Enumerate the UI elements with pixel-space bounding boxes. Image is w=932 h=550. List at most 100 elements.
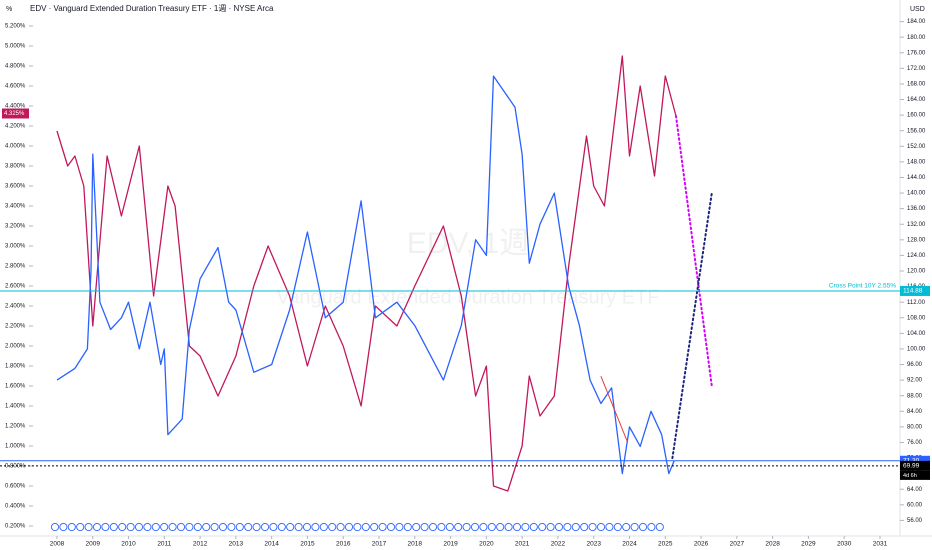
y2-tick-label: 148.00 (907, 159, 926, 165)
price-label-box (900, 285, 930, 296)
event-icon (647, 522, 656, 532)
y2-tick-label: 84.00 (907, 409, 923, 415)
event-icon (638, 522, 648, 532)
right-unit: USD (910, 6, 925, 13)
y2-tick-label: 100.00 (907, 347, 926, 353)
event-icon (462, 522, 471, 532)
event-icon (235, 522, 244, 532)
y2-tick-label: 180.00 (907, 35, 926, 41)
projection-line (671, 192, 713, 460)
y2-tick-label: 120.00 (907, 269, 926, 275)
y-tick-label: 1.200% (5, 424, 26, 430)
event-icon (269, 522, 278, 532)
event-icon (521, 522, 530, 532)
event-icon (328, 522, 337, 532)
x-tick-label: 2028 (765, 541, 780, 548)
event-icon (596, 522, 606, 532)
event-icon (59, 522, 68, 532)
y2-tick-label: 172.00 (907, 66, 926, 72)
event-icon (554, 522, 564, 532)
y-tick-label: 3.200% (5, 224, 26, 230)
y-tick-label: 4.600% (5, 84, 26, 90)
y-tick-label: 2.600% (5, 284, 26, 290)
event-icon (454, 522, 463, 532)
event-icon (353, 522, 362, 532)
event-icon (470, 522, 480, 532)
y-tick-label: 3.600% (5, 184, 26, 190)
y-tick-label: 0.600% (5, 484, 26, 490)
event-icon (479, 522, 488, 532)
y-tick-label: 3.400% (5, 204, 26, 210)
event-icon (428, 522, 438, 532)
y2-tick-label: 60.00 (907, 502, 923, 508)
last-yield-box (2, 108, 29, 119)
event-icon (202, 522, 211, 532)
event-icon (386, 522, 396, 532)
event-icon (218, 522, 228, 532)
event-icon (294, 522, 303, 532)
event-icons (50, 522, 664, 532)
price-label-box (900, 460, 930, 471)
y2-tick-label: 152.00 (907, 144, 926, 150)
y-tick-label: 2.800% (5, 264, 26, 270)
y-tick-label: 1.600% (5, 384, 26, 390)
watermark-sub: Vanguard Extended Duration Treasury ETF (276, 286, 659, 308)
price-line-note: Cross Point 10Y 2.55% (829, 283, 896, 290)
y2-tick-label: 176.00 (907, 50, 926, 56)
event-icon (50, 522, 60, 532)
event-icon (613, 522, 622, 532)
event-icon (319, 522, 328, 532)
event-icon (118, 522, 127, 532)
y2-tick-label: 128.00 (907, 237, 926, 243)
event-icon (227, 522, 236, 532)
y2-tick-label: 76.00 (907, 440, 923, 446)
event-icon (84, 522, 93, 532)
event-icon (655, 522, 664, 532)
x-tick-label: 2025 (658, 541, 673, 548)
y2-tick-label: 184.00 (907, 19, 926, 25)
x-tick-label: 2009 (86, 541, 101, 548)
event-icon (76, 522, 85, 532)
y2-tick-label: 132.00 (907, 222, 926, 228)
y2-tick-label: 104.00 (907, 331, 926, 337)
x-tick-label: 2018 (408, 541, 423, 548)
event-icon (580, 522, 589, 532)
y2-tick-label: 92.00 (907, 378, 923, 384)
event-icon (403, 522, 412, 532)
event-icon (185, 522, 194, 532)
x-tick-label: 2031 (873, 541, 888, 548)
event-icon (67, 522, 76, 532)
y-tick-label: 4.400% (5, 104, 26, 110)
y2-tick-label: 88.00 (907, 393, 923, 399)
y-tick-label: 3.800% (5, 164, 26, 170)
y2-tick-label: 96.00 (907, 362, 923, 368)
x-tick-label: 2022 (551, 541, 566, 548)
event-icon (588, 522, 597, 532)
event-icon (151, 522, 160, 532)
x-tick-label: 2027 (730, 541, 745, 548)
series-line (56, 55, 677, 492)
x-tick-label: 2019 (443, 541, 458, 548)
event-icon (605, 522, 614, 532)
y2-tick-label: 164.00 (907, 97, 926, 103)
event-icon (512, 522, 522, 532)
event-icon (420, 522, 429, 532)
event-icon (378, 522, 387, 532)
event-icon (370, 522, 379, 532)
event-icon (260, 522, 270, 532)
y-tick-label: 4.800% (5, 64, 26, 70)
price-label: 69.99 (903, 463, 920, 470)
event-icon (563, 522, 572, 532)
chart-title: EDV · Vanguard Extended Duration Treasur… (30, 4, 274, 13)
y-tick-label: 1.000% (5, 444, 26, 450)
event-icon (286, 522, 295, 532)
x-tick-label: 2017 (372, 541, 387, 548)
event-icon (210, 522, 219, 532)
y2-tick-label: 168.00 (907, 82, 926, 88)
x-tick-label: 2024 (622, 541, 637, 548)
event-icon (395, 522, 404, 532)
event-icon (496, 522, 505, 532)
